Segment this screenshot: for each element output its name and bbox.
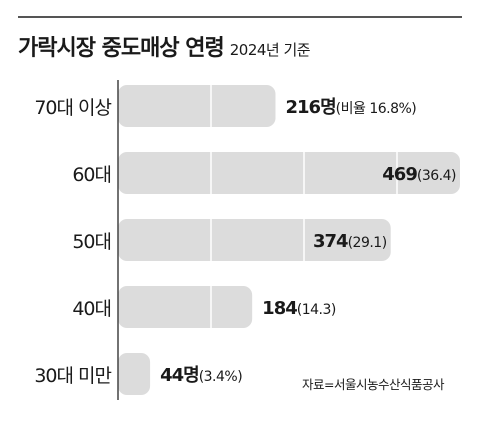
source-note: 자료=서울시농수산식품공사 (302, 377, 444, 392)
bar-3 (118, 286, 253, 328)
chart-subtitle: 2024년 기준 (229, 41, 311, 59)
share-label: (36.4) (417, 168, 456, 184)
category-label: 70대 이상 (34, 97, 111, 119)
data-label: 469(36.4) (382, 164, 456, 185)
category-label: 30대 미만 (34, 365, 111, 387)
data-label: 374(29.1) (313, 231, 387, 252)
bar-2 (118, 219, 391, 261)
category-label: 60대 (72, 164, 111, 186)
bar-0 (118, 85, 276, 127)
value-label: 216명 (286, 97, 336, 118)
value-label: 469 (382, 164, 417, 185)
data-label: 44명(3.4%) (160, 365, 242, 386)
bar-1 (118, 152, 460, 194)
share-label: (비율 16.8%) (336, 101, 417, 117)
data-label: 184(14.3) (262, 298, 336, 319)
share-label: (29.1) (348, 235, 387, 251)
value-label: 184 (262, 298, 297, 319)
chart-title: 가락시장 중도매상 연령 (18, 36, 225, 61)
category-label: 40대 (72, 298, 111, 320)
share-label: (14.3) (297, 302, 336, 318)
value-label: 44명 (160, 365, 199, 386)
value-label: 374 (313, 231, 348, 252)
top-rule (18, 16, 462, 18)
chart-title-block: 가락시장 중도매상 연령 2024년 기준 (18, 30, 311, 62)
share-label: (3.4%) (199, 369, 243, 385)
category-label: 50대 (72, 231, 111, 253)
data-label: 216명(비율 16.8%) (286, 97, 417, 118)
bar-4 (118, 353, 151, 395)
